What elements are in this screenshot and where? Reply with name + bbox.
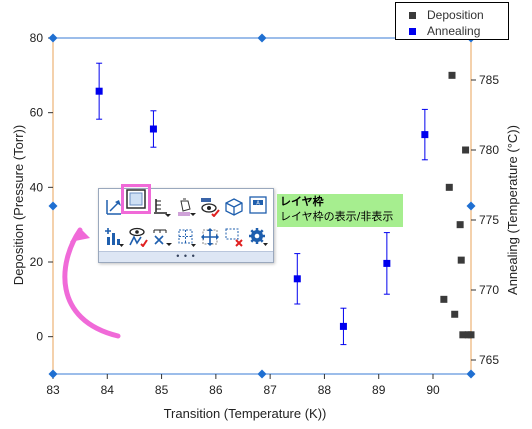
data-point [467,331,475,339]
data-point [451,310,459,318]
data-point [95,87,103,95]
svg-text:A: A [256,201,260,207]
resize-handle[interactable] [48,33,58,43]
data-point [448,71,456,79]
axis-ticks-icon [154,199,171,217]
add-text-icon: A [249,196,267,214]
x-tick-label: 88 [318,383,332,397]
x-tick-label: 86 [209,383,223,397]
3d-box-button[interactable] [223,196,245,218]
legend-symbol-square-icon [409,27,416,35]
y2-tick-label: 775 [479,213,499,227]
y2-tick-label: 770 [479,283,499,297]
y-tick-label: 60 [30,106,44,120]
arrow-head-icon [70,228,90,242]
legend-item-deposition: Deposition [409,8,484,22]
move-layer-icon [201,228,219,246]
y-tick-label: 20 [30,255,44,269]
show-hide-elements-icon [201,198,220,217]
x-tick-label: 90 [426,383,440,397]
axis-ticks-button[interactable] [151,196,173,218]
x-tick-label: 87 [263,383,277,397]
plot-data [95,62,475,346]
y-axis-tick-labels: 0 20 40 60 80 [30,31,44,344]
x-tick-label: 85 [155,383,169,397]
data-point [293,275,301,283]
hide-plot-button[interactable] [127,226,149,248]
axis-ticks [48,37,476,379]
x-tick-label: 89 [372,383,386,397]
layer-settings-icon [249,228,268,246]
data-point [445,183,453,191]
remove-layer-icon [225,228,243,247]
data-point [383,259,391,267]
y2-tick-label: 785 [479,73,499,87]
y2-axis-tick-labels: 765 770 775 780 785 [479,73,499,367]
data-point [456,221,464,229]
add-text-button[interactable]: A [247,194,269,216]
resize-handle[interactable] [466,369,476,379]
legend-label: Annealing [427,24,481,38]
layer-frame-icon [126,189,146,209]
tooltip: レイヤ枠 レイヤ枠の表示/非表示 [277,194,403,227]
fill-color-icon [178,198,196,216]
tooltip-title: レイヤ枠 [280,195,324,208]
series-deposition [440,71,475,339]
resize-layer-icon [106,200,121,215]
fill-color-button[interactable] [175,196,197,218]
y2-tick-label: 780 [479,143,499,157]
3d-box-icon [225,198,243,216]
x-axis-title: Transition (Temperature (K)) [164,406,327,421]
x-tick-label: 84 [101,383,115,397]
legend[interactable]: Deposition Annealing [395,2,509,40]
hide-plot-icon [129,227,148,247]
resize-handle[interactable] [257,33,267,43]
y-tick-label: 40 [30,180,44,194]
move-layer-button[interactable] [199,226,221,248]
grid-icon [178,229,196,247]
data-point [440,295,448,303]
data-point [457,256,465,264]
series-annealing [95,62,429,346]
data-point [149,125,157,133]
remove-layer-button[interactable] [223,226,245,248]
curved-arrow-annotation [62,227,121,339]
tooltip-description: レイヤ枠の表示/非表示 [280,210,394,223]
resize-handle[interactable] [48,201,58,211]
resize-handle[interactable] [466,201,476,211]
layer-frame-button[interactable] [121,184,151,214]
show-hide-elements-button[interactable] [199,196,221,218]
legend-item-annealing: Annealing [409,24,480,38]
x-axis-tick-labels: 83 84 85 86 87 88 89 90 [46,383,440,397]
resize-handle[interactable] [257,369,267,379]
data-point [462,146,470,154]
y2-axis-title: Annealing (Temperature (°C)) [505,125,520,295]
axis-scale-button[interactable] [151,226,173,248]
resize-layer-button[interactable] [103,196,125,218]
layer-settings-button[interactable] [247,226,269,248]
layer-mini-toolbar: A [98,184,274,263]
resize-handle[interactable] [48,369,58,379]
x-tick-label: 83 [46,383,60,397]
axis-scale-icon [153,229,172,246]
legend-label: Deposition [427,8,484,22]
add-plot-icon [105,228,124,247]
layer-selection-handles[interactable] [48,33,476,379]
y-axis-title: Deposition (Pressure (Torr)) [11,125,26,285]
legend-symbol-square-icon [409,11,416,19]
data-point [459,331,467,339]
data-point [339,322,347,330]
toolbar-more-button[interactable]: • • • [99,251,273,262]
data-point [421,131,429,139]
grid-button[interactable] [175,226,197,248]
y-tick-label: 0 [36,330,43,344]
add-plot-button[interactable] [103,226,125,248]
y-tick-label: 80 [30,31,44,45]
y2-tick-label: 765 [479,353,499,367]
